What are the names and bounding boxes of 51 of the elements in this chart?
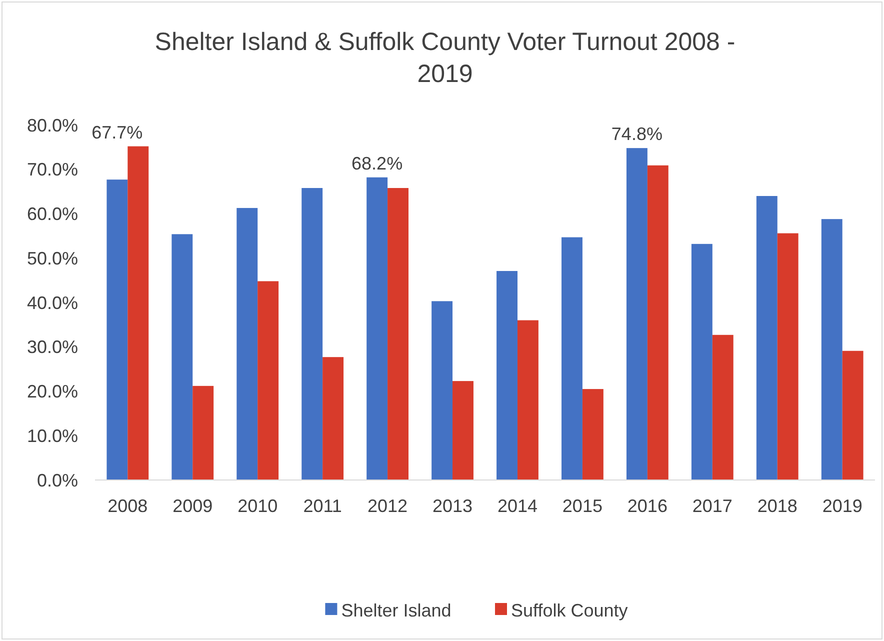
bar: [691, 244, 712, 480]
bar: [236, 208, 258, 480]
y-tick-label: 30.0%: [26, 337, 78, 358]
bar: [647, 165, 668, 480]
x-tick-label: 2015: [562, 496, 602, 516]
y-tick-label: 60.0%: [26, 204, 78, 224]
x-tick-label: 2017: [692, 496, 732, 516]
bar: [388, 188, 408, 480]
x-tick-label: 2008: [108, 496, 148, 516]
y-tick-label: 80.0%: [26, 115, 78, 136]
bar: [517, 320, 538, 480]
bar: [496, 270, 518, 480]
bar: [582, 389, 604, 480]
y-tick-label: 0.0%: [36, 470, 78, 490]
bar: [712, 334, 734, 480]
bar: [302, 188, 323, 480]
bar: [756, 196, 778, 480]
bar: [322, 357, 344, 480]
bar: [562, 237, 582, 480]
data-label: 67.7%: [92, 122, 143, 142]
y-tick-label: 10.0%: [26, 426, 78, 446]
x-tick-label: 2018: [757, 496, 798, 516]
y-tick-label: 40.0%: [26, 292, 78, 313]
y-tick-label: 20.0%: [26, 382, 78, 402]
chart-title: Shelter Island & Suffolk County Voter Turnout 2008 - 2019: [154, 28, 736, 88]
y-tick-label: 50.0%: [26, 248, 78, 268]
data-label: 74.8%: [611, 124, 662, 144]
x-tick-label: 2010: [238, 496, 278, 516]
bar: [128, 146, 149, 480]
y-tick-label: 70.0%: [26, 160, 78, 180]
x-tick-label: 2016: [627, 496, 668, 516]
x-tick-label: 2011: [303, 496, 342, 516]
bar: [452, 381, 474, 480]
x-tick-label: 2019: [822, 496, 862, 516]
bar: [432, 301, 453, 480]
bar: [192, 386, 214, 480]
bar: [777, 233, 798, 480]
x-tick-label: 2013: [432, 496, 473, 516]
bar: [258, 281, 279, 480]
bar: [821, 219, 842, 480]
legend-label: Suffolk County: [511, 600, 628, 620]
bar: [626, 148, 648, 480]
legend-label: Shelter Island: [341, 600, 452, 620]
bar: [106, 180, 128, 480]
x-tick-label: 2012: [368, 496, 408, 516]
bar: [172, 234, 193, 480]
bar: [842, 350, 864, 480]
bar: [366, 177, 388, 480]
x-tick-label: 2009: [172, 496, 213, 516]
x-tick-label: 2014: [497, 496, 538, 516]
data-label: 68.2%: [352, 153, 403, 174]
